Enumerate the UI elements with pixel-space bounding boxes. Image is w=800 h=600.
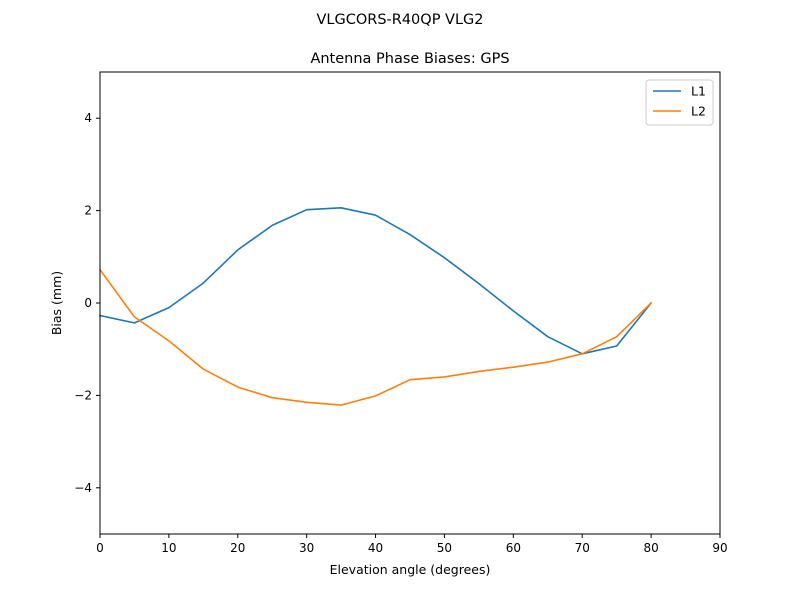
legend-label-l1: L1 [691,84,706,99]
y-tick-label: 4 [84,111,92,125]
x-axis: 0 10 20 30 40 50 60 70 80 90 [96,534,728,555]
y-tick-label: −2 [74,388,92,402]
x-tick-label: 30 [299,541,314,555]
y-tick-label: 2 [84,204,92,218]
series-line-l2 [98,268,653,406]
y-axis: −4 −2 0 2 4 [74,111,100,495]
x-tick-label: 50 [437,541,452,555]
series-line-l1 [99,207,653,355]
figure-suptitle: VLGCORS-R40QP VLG2 [316,12,483,28]
plot-frame [100,72,720,534]
x-tick-label: 90 [712,541,727,555]
x-tick-label: 80 [643,541,658,555]
legend-label-l2: L2 [691,104,706,119]
x-tick-label: 40 [368,541,383,555]
y-tick-label: 0 [84,296,92,310]
series-layer [98,207,653,406]
x-axis-label: Elevation angle (degrees) [330,562,491,577]
plot-area [98,71,721,535]
y-tick-label: −4 [74,481,92,495]
x-tick-label: 60 [506,541,521,555]
x-tick-label: 10 [161,541,176,555]
x-tick-label: 20 [230,541,245,555]
chart-title: Antenna Phase Biases: GPS [310,51,509,67]
x-tick-label: 0 [96,541,104,555]
x-tick-label: 70 [575,541,590,555]
y-axis-label: Bias (mm) [49,271,64,335]
